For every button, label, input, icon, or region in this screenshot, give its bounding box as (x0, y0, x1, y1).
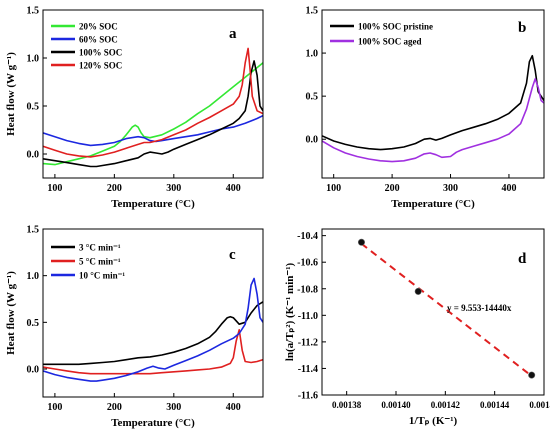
x-axis-label: Temperature (°C) (111, 198, 195, 210)
y-tick-label: 0.0 (306, 135, 319, 146)
legend-entry: 20% SOC (79, 22, 118, 32)
x-tick-label: 400 (226, 402, 241, 413)
x-tick-label: 400 (501, 183, 516, 194)
legend-entry: 120% SOC (79, 61, 122, 71)
y-tick-label: 1.0 (306, 49, 319, 60)
x-tick-label: 0.00144 (480, 400, 510, 410)
y-tick-label: 0.0 (27, 150, 40, 161)
series-line-0 (43, 62, 263, 166)
y-tick-label: -10.8 (297, 284, 318, 295)
legend-entry: 5 °C min⁻¹ (79, 257, 121, 267)
plot-frame (321, 228, 545, 396)
y-tick-label: 1.0 (27, 271, 40, 282)
y-tick-label: 0.0 (27, 365, 40, 376)
series-line-1 (43, 114, 263, 147)
y-tick-label: -11.4 (298, 364, 318, 375)
legend-entry: 60% SOC (79, 35, 118, 45)
y-tick-label: -10.4 (297, 231, 318, 242)
x-tick-label: 400 (226, 183, 241, 194)
y-axis-label: ln(a/Tₚ²) (K⁻¹ min⁻¹) (284, 263, 296, 362)
y-tick-label: 1.5 (27, 225, 40, 236)
series-line-2 (43, 60, 263, 168)
x-tick-label: 200 (107, 183, 122, 194)
data-point (528, 371, 536, 379)
y-tick-label: 0.5 (27, 318, 40, 329)
panel-label: c (229, 247, 236, 263)
y-tick-label: -10.6 (297, 258, 318, 269)
x-tick-label: 200 (107, 402, 122, 413)
legend-entry: 100% SOC (79, 48, 122, 58)
x-tick-label: 0.00138 (332, 400, 362, 410)
series-line-0 (322, 54, 544, 151)
panel-label: d (518, 251, 527, 267)
y-tick-label: 1.5 (306, 6, 319, 17)
x-tick-label: 0.00140 (381, 400, 411, 410)
legend-entry: 100% SOC aged (358, 37, 422, 47)
y-axis-label: Heat flow (W g⁻¹) (5, 52, 17, 136)
panel-c: 100 200 300 400 0.0 0.5 1.0 1.5 Temperature (°C)… (5, 225, 264, 429)
panel-a: 100 200 300 400 0.0 0.5 1.0 1.5 Temperature (°C)… (5, 6, 264, 210)
x-tick-label: 0.00146 (529, 400, 550, 410)
fit-equation: y = 9.553-14440x (447, 303, 512, 313)
x-axis-label: 1/Tₚ (K⁻¹) (409, 415, 458, 427)
panel-d: 0.00138 0.00140 0.00142 0.00144 0.00146 -11.6… (284, 228, 550, 427)
data-point (357, 238, 365, 246)
plot-frame (42, 9, 264, 179)
panel-b: 100 200 300 400 0.0 0.5 1.0 1.5 Temperature (°C)… (306, 6, 545, 210)
plot-frame (42, 228, 264, 398)
y-tick-label: 0.5 (306, 92, 319, 103)
series-line-3 (43, 47, 263, 158)
series-line-1 (322, 78, 544, 163)
series-line-0 (43, 301, 263, 366)
x-axis-label: Temperature (°C) (111, 417, 195, 429)
x-tick-label: 100 (326, 183, 341, 194)
x-tick-label: 300 (443, 183, 458, 194)
series-line-1 (43, 329, 263, 375)
panel-label: b (518, 20, 526, 36)
y-tick-label: 0.5 (27, 102, 40, 113)
y-tick-label: -11.0 (298, 311, 318, 322)
x-tick-label: 100 (47, 183, 62, 194)
panel-label: a (229, 26, 237, 42)
y-tick-label: -11.2 (298, 337, 318, 348)
x-tick-label: 200 (385, 183, 400, 194)
plot-frame (321, 9, 545, 179)
legend-entry: 3 °C min⁻¹ (79, 243, 121, 253)
x-tick-label: 100 (47, 402, 62, 413)
x-tick-label: 300 (166, 402, 181, 413)
y-axis-label: Heat flow (W g⁻¹) (5, 271, 17, 355)
y-tick-label: 1.0 (27, 54, 40, 65)
x-tick-label: 300 (166, 183, 181, 194)
legend-entry: 100% SOC pristine (358, 22, 433, 32)
y-tick-label: -11.6 (298, 391, 318, 402)
series-line-2 (43, 277, 263, 382)
x-tick-label: 0.00142 (431, 400, 461, 410)
y-tick-label: 1.5 (27, 6, 40, 17)
legend-entry: 10 °C min⁻¹ (79, 271, 125, 281)
x-axis-label: Temperature (°C) (391, 198, 475, 210)
data-point (414, 287, 422, 295)
